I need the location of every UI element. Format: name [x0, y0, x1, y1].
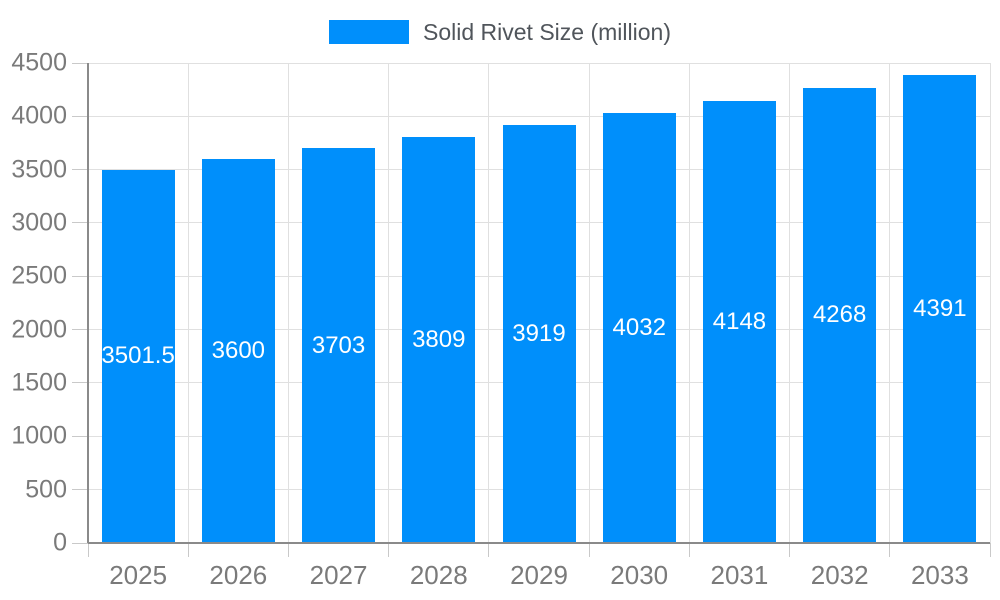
y-axis-tick-label: 2500	[11, 261, 67, 290]
x-axis-tick	[889, 543, 891, 557]
bar-value-label: 3919	[512, 319, 566, 347]
x-axis-tick	[187, 543, 189, 557]
y-axis-tick	[72, 62, 88, 64]
y-gridline	[88, 115, 990, 117]
y-axis-tick-label: 500	[25, 475, 67, 504]
x-axis-tick-label: 2033	[910, 560, 969, 590]
legend-label: Solid Rivet Size (million)	[423, 18, 671, 45]
x-gridline	[488, 63, 490, 543]
x-axis-tick	[488, 543, 490, 557]
bar-value-label: 4032	[612, 313, 666, 341]
y-axis-tick	[72, 169, 88, 171]
x-axis-tick	[388, 543, 390, 557]
bar[interactable]: 3919	[502, 124, 576, 543]
y-axis-tick-label: 1500	[11, 368, 67, 397]
bar-value-label: 3501.5	[101, 342, 175, 370]
x-gridline	[187, 63, 189, 543]
x-axis-tick-label: 2025	[109, 560, 168, 590]
bar-value-label: 4391	[913, 294, 967, 322]
legend-swatch	[329, 20, 410, 44]
x-axis-tick-label: 2030	[610, 560, 669, 590]
bar-value-label: 3600	[211, 337, 266, 364]
x-axis-tick	[87, 543, 89, 557]
x-gridline	[388, 63, 390, 543]
x-gridline	[889, 63, 891, 543]
y-gridline	[88, 62, 990, 64]
legend[interactable]: Solid Rivet Size (million)	[0, 17, 1000, 47]
x-axis-tick	[688, 543, 690, 557]
y-axis-line	[87, 63, 89, 543]
bar-value-label: 3703	[311, 331, 366, 359]
bar-value-label: 3809	[412, 325, 466, 353]
bar[interactable]: 4268	[803, 87, 877, 543]
bar[interactable]: 4148	[702, 100, 776, 543]
x-gridline	[789, 63, 791, 543]
y-axis-tick	[72, 489, 88, 491]
bar[interactable]: 3600	[201, 159, 275, 543]
y-axis-tick-label: 0	[53, 528, 67, 557]
y-axis-tick	[72, 435, 88, 437]
y-axis-tick	[72, 275, 88, 277]
x-axis-tick-label: 2026	[209, 560, 268, 590]
y-axis-tick-label: 4500	[11, 48, 67, 77]
x-axis-tick-label: 2031	[710, 560, 769, 590]
y-axis-tick-label: 4000	[11, 101, 67, 130]
x-axis-tick-label: 2027	[309, 560, 368, 590]
bar[interactable]: 3809	[402, 136, 476, 543]
y-axis-tick	[72, 382, 88, 384]
y-axis-tick	[72, 542, 88, 544]
y-axis-tick-label: 3000	[11, 208, 67, 237]
bar[interactable]: 3501.5	[101, 169, 175, 543]
x-axis-tick-label: 2028	[409, 560, 468, 590]
bar[interactable]: 3703	[302, 148, 376, 543]
y-axis-tick-label: 2000	[11, 315, 67, 344]
x-gridline	[287, 63, 289, 543]
bar-value-label: 4148	[712, 307, 767, 335]
x-axis-tick-label: 2029	[510, 560, 568, 590]
x-axis-tick	[789, 543, 791, 557]
x-axis-tick	[287, 543, 289, 557]
bar[interactable]: 4032	[602, 112, 676, 543]
x-axis-tick	[588, 543, 590, 557]
y-axis-tick-label: 1000	[11, 421, 67, 450]
y-axis-tick	[72, 329, 88, 331]
x-axis-line	[88, 542, 990, 544]
x-axis-tick-label: 2032	[810, 560, 869, 590]
x-gridline	[989, 63, 991, 543]
plot-area: 0 500 1000 1500 2000 2500 3000 3500 4000 4500 3501…	[11, 50, 991, 588]
y-axis-tick	[72, 115, 88, 117]
y-axis-tick-label: 3500	[11, 155, 67, 184]
bar[interactable]: 4391	[903, 74, 977, 543]
x-gridline	[688, 63, 690, 543]
x-gridline	[588, 63, 590, 543]
y-axis-tick	[72, 222, 88, 224]
x-axis-tick	[989, 543, 991, 557]
bar-value-label: 4268	[812, 301, 867, 329]
